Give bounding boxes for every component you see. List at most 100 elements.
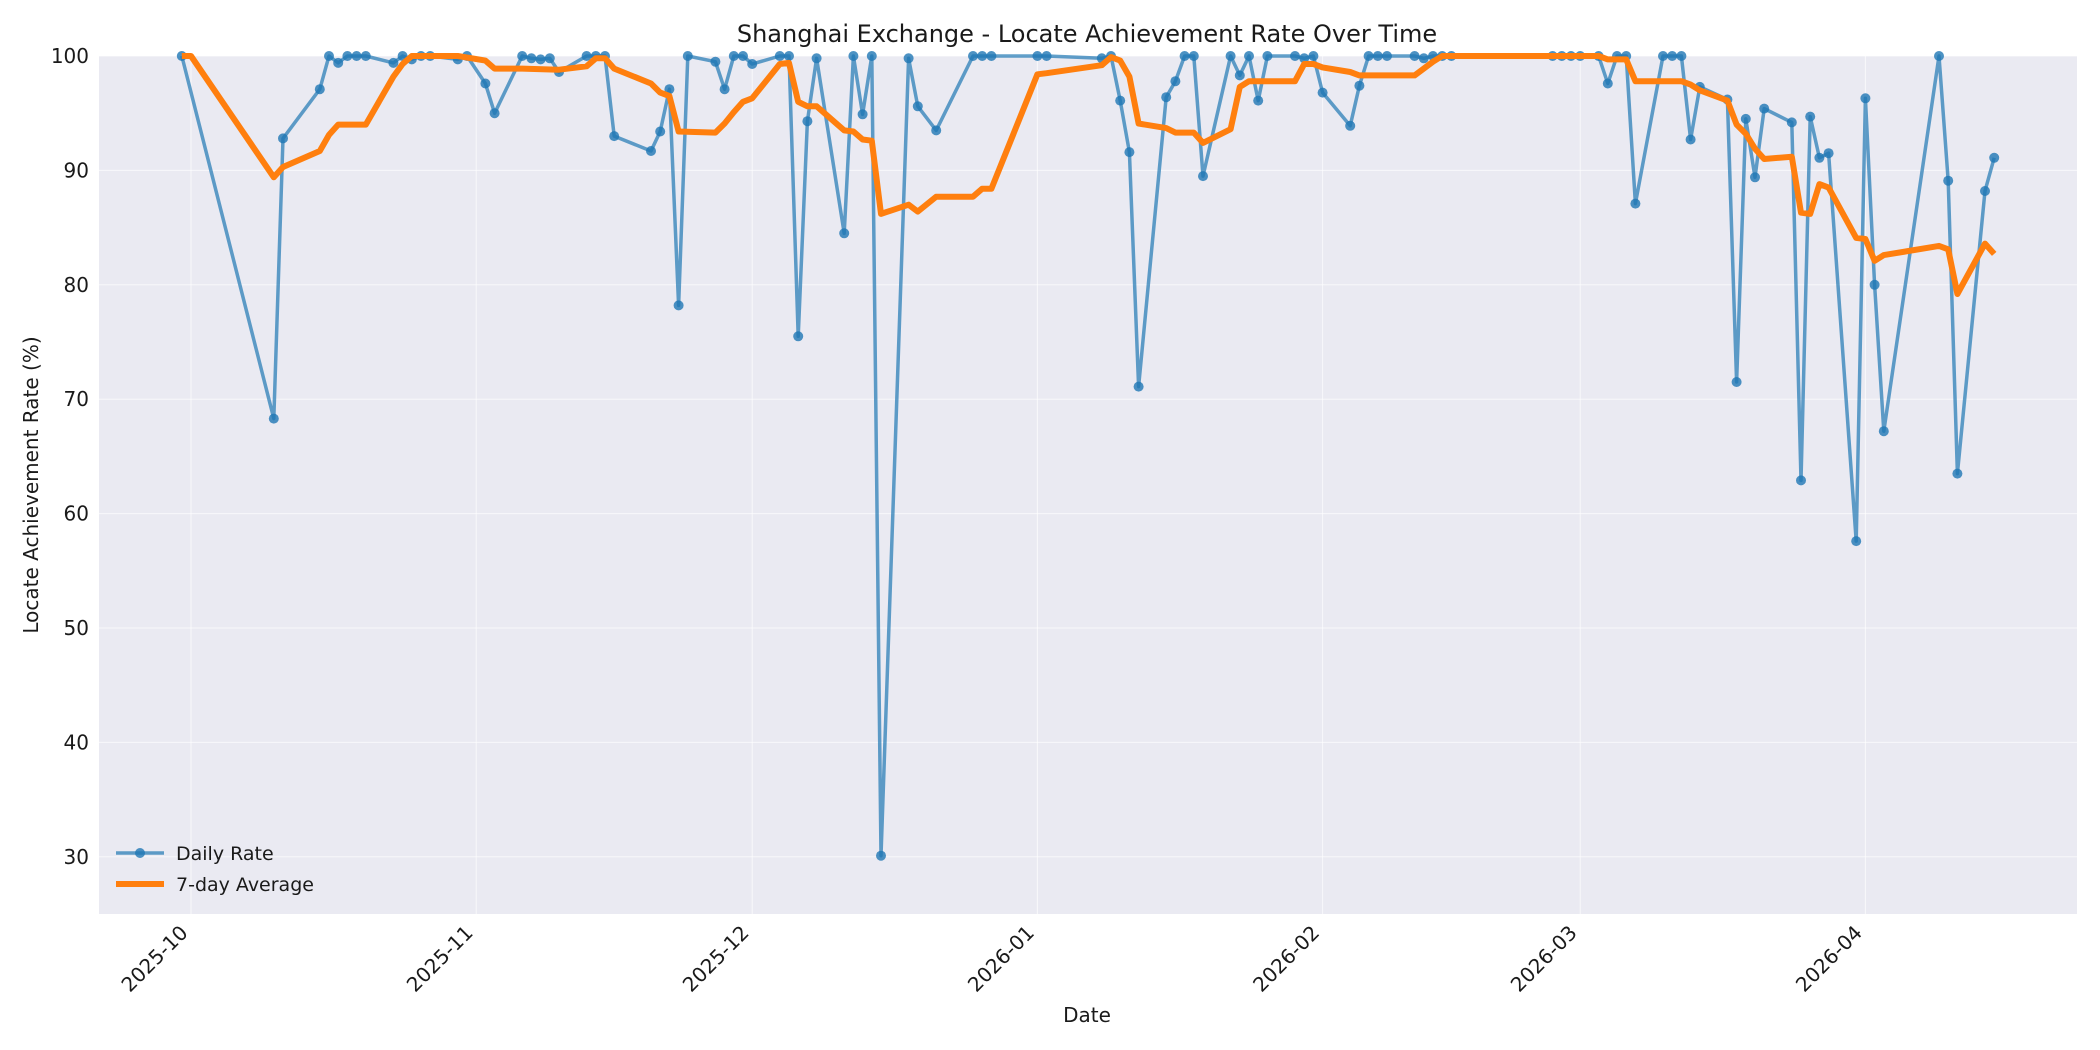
x-tick-label: 2025-11 bbox=[402, 921, 478, 997]
legend-avg-label: 7-day Average bbox=[176, 874, 314, 896]
y-tick-label: 100 bbox=[51, 44, 89, 68]
daily-rate-point bbox=[1317, 87, 1328, 98]
daily-rate-point bbox=[1934, 51, 1944, 61]
daily-rate-point bbox=[673, 300, 684, 311]
daily-rate-point bbox=[1676, 51, 1687, 61]
daily-rate-point bbox=[324, 51, 334, 61]
daily-rate-point bbox=[793, 331, 804, 342]
daily-rate-point bbox=[1299, 53, 1310, 64]
daily-rate-point bbox=[1198, 171, 1208, 182]
daily-rate-point bbox=[655, 126, 666, 137]
daily-rate-point bbox=[351, 51, 362, 61]
x-tick-label: 2025-12 bbox=[678, 921, 754, 997]
daily-rate-point bbox=[526, 53, 537, 64]
daily-rate-point bbox=[388, 57, 399, 68]
daily-rate-point bbox=[968, 51, 978, 61]
daily-rate-point bbox=[1750, 172, 1760, 183]
daily-rate-point bbox=[1133, 381, 1144, 392]
daily-rate-point bbox=[903, 53, 914, 64]
legend-daily-label: Daily Rate bbox=[176, 843, 274, 865]
daily-rate-point bbox=[1244, 51, 1254, 61]
y-axis-label: Locate Achievement Rate (%) bbox=[19, 336, 43, 633]
x-tick-label: 2026-01 bbox=[963, 921, 1039, 997]
y-tick-label: 50 bbox=[64, 616, 89, 640]
daily-rate-point bbox=[1658, 51, 1668, 61]
daily-rate-point bbox=[1179, 51, 1190, 61]
daily-rate-point bbox=[866, 51, 877, 61]
daily-rate-point bbox=[857, 109, 868, 120]
daily-rate-point bbox=[1630, 198, 1641, 209]
daily-rate-point bbox=[1980, 186, 1990, 196]
daily-rate-point bbox=[912, 101, 923, 112]
daily-rate-point bbox=[1041, 51, 1052, 61]
daily-rate-point bbox=[986, 51, 997, 61]
daily-rate-point bbox=[581, 51, 592, 61]
series-layer bbox=[176, 51, 2000, 861]
daily-rate-point bbox=[1124, 147, 1135, 158]
daily-rate-point bbox=[1731, 377, 1742, 387]
x-axis-ticks: 2025-10 2025-11 2025-12 2026-01 2026-02 2026-… bbox=[116, 921, 1866, 997]
daily-rate-point bbox=[1170, 76, 1181, 87]
daily-rate-point bbox=[1253, 95, 1264, 106]
y-tick-label: 60 bbox=[64, 502, 89, 526]
daily-rate-point bbox=[1418, 53, 1429, 64]
daily-rate-point bbox=[1860, 93, 1871, 104]
daily-rate-point bbox=[1225, 51, 1236, 61]
daily-rate-point bbox=[1814, 152, 1825, 163]
daily-rate-point bbox=[1382, 51, 1392, 61]
x-tick-label: 2026-04 bbox=[1791, 921, 1867, 997]
daily-rate-point bbox=[609, 131, 620, 142]
daily-rate-point bbox=[1234, 70, 1245, 81]
daily-rate-point bbox=[1290, 51, 1300, 61]
seven-day-average-line bbox=[181, 53, 1997, 297]
chart-title: Shanghai Exchange - Locate Achievement R… bbox=[737, 20, 1437, 48]
daily-rate-point bbox=[682, 51, 693, 61]
x-axis-label: Date bbox=[1063, 1003, 1111, 1027]
plot-area bbox=[99, 56, 2077, 914]
daily-rate-point bbox=[544, 53, 555, 64]
daily-rate-point bbox=[535, 54, 546, 65]
daily-rate-point bbox=[1032, 51, 1043, 61]
x-tick-label: 2026-03 bbox=[1506, 921, 1582, 997]
daily-rate-point bbox=[802, 116, 813, 127]
daily-rate-point bbox=[1363, 51, 1374, 61]
legend-daily-marker bbox=[135, 848, 145, 858]
y-tick-label: 70 bbox=[64, 387, 89, 411]
daily-rate-point bbox=[1262, 51, 1273, 61]
daily-rate-point bbox=[333, 57, 344, 68]
daily-rate-point bbox=[489, 108, 500, 119]
y-tick-label: 80 bbox=[64, 273, 89, 297]
daily-rate-point bbox=[360, 51, 371, 61]
daily-rate-point bbox=[1878, 426, 1889, 437]
daily-rate-point bbox=[1786, 117, 1797, 128]
y-tick-label: 90 bbox=[64, 158, 89, 182]
daily-rate-point bbox=[646, 146, 656, 156]
daily-rate-point bbox=[977, 51, 988, 61]
daily-rate-point bbox=[738, 51, 748, 61]
y-axis-ticks: 30 40 50 60 70 80 90 100 bbox=[51, 44, 89, 869]
daily-rate-point bbox=[1115, 95, 1126, 106]
daily-rate-point bbox=[1602, 78, 1613, 89]
daily-rate-point bbox=[1372, 51, 1383, 61]
daily-rate-point bbox=[747, 59, 758, 69]
x-tick-label: 2025-10 bbox=[116, 921, 192, 997]
y-tick-label: 30 bbox=[64, 845, 89, 869]
daily-rate-point bbox=[710, 56, 721, 67]
daily-rate-point bbox=[839, 228, 850, 239]
daily-rate-point bbox=[1685, 134, 1696, 145]
daily-rate-point bbox=[480, 78, 491, 89]
daily-rate-point bbox=[342, 51, 353, 61]
legend: Daily Rate 7-day Average bbox=[116, 843, 314, 896]
x-tick-label: 2026-02 bbox=[1248, 921, 1324, 997]
daily-rate-point bbox=[314, 84, 325, 95]
daily-rate-point bbox=[517, 51, 528, 61]
grid-lines bbox=[99, 55, 2077, 914]
daily-rate-point bbox=[664, 84, 675, 95]
daily-rate-point bbox=[1667, 51, 1678, 61]
daily-rate-point bbox=[1345, 120, 1356, 131]
daily-rate-point bbox=[1851, 536, 1862, 547]
daily-rate-point bbox=[1989, 152, 2000, 163]
y-tick-label: 40 bbox=[64, 730, 89, 754]
daily-rate-point bbox=[1409, 51, 1420, 61]
daily-rate-point bbox=[784, 51, 794, 61]
